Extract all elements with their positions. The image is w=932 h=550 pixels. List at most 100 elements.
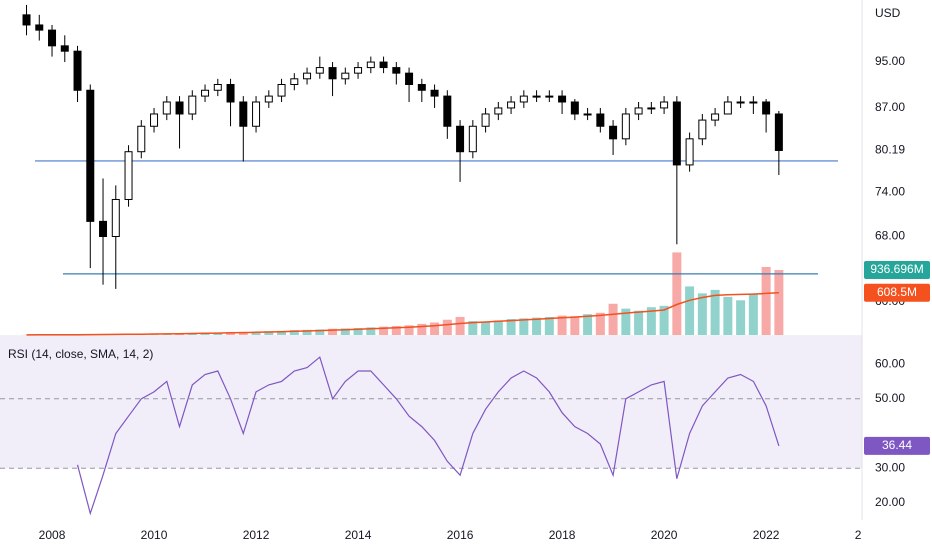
volume-last-label-bg — [864, 260, 930, 279]
volume-bar — [315, 329, 325, 335]
volume-bar — [238, 331, 248, 335]
volume-bar — [570, 316, 580, 335]
candle-body — [507, 101, 516, 109]
volume-bar — [557, 315, 567, 335]
volume-bar — [493, 320, 503, 335]
candle-body — [583, 113, 592, 116]
candle-body — [86, 89, 95, 222]
rsi-last-label: 36.44 — [882, 438, 912, 452]
y-tick-label: 74.00 — [875, 185, 905, 199]
candle-body — [22, 14, 31, 26]
volume-bar — [723, 296, 733, 335]
candle-body — [532, 95, 541, 98]
last-price-label: 80.19 — [875, 143, 905, 157]
x-tick-label: 2012 — [243, 528, 270, 542]
candle-body — [405, 72, 414, 85]
candle-body — [379, 61, 388, 69]
candle-body — [392, 67, 401, 74]
volume-bar — [226, 332, 236, 335]
candle-body — [264, 95, 273, 103]
candle-body — [558, 95, 567, 103]
candle-body — [124, 151, 133, 200]
volume-bar — [213, 332, 223, 335]
volume-bar — [289, 330, 299, 335]
candle-body — [634, 107, 643, 115]
volume-bar — [646, 307, 656, 335]
candle-body — [596, 113, 605, 127]
volume-ma-label: 608.5M — [877, 285, 917, 299]
volume-bar — [659, 305, 669, 335]
volume-bar — [774, 269, 784, 335]
volume-bar — [404, 325, 414, 335]
candle-body — [99, 220, 108, 237]
candle-body — [494, 107, 503, 115]
volume-bar — [672, 252, 682, 335]
candle-body — [303, 72, 312, 80]
candle-body — [545, 95, 554, 98]
candle-body — [341, 72, 350, 80]
candle-body — [150, 113, 159, 127]
candle-body — [137, 125, 146, 153]
candle-body — [48, 29, 57, 47]
candle-body — [698, 119, 707, 140]
candle-body — [609, 125, 618, 140]
volume-bar — [761, 266, 771, 335]
volume-ma-label-bg — [864, 283, 930, 302]
candle-body — [417, 83, 426, 91]
candle-body — [328, 67, 337, 80]
volume-bar — [621, 308, 631, 335]
candle-body — [226, 83, 235, 103]
volume-bar — [710, 289, 720, 335]
candle-body — [647, 107, 656, 110]
candle-body — [672, 101, 681, 166]
rsi-tick-label: 20.00 — [875, 495, 905, 509]
candle-body — [519, 95, 528, 103]
candle-body — [201, 89, 210, 97]
y-tick-label: 68.00 — [875, 229, 905, 243]
candle-body — [239, 101, 248, 127]
candle-body — [430, 89, 439, 97]
volume-bar — [481, 321, 491, 335]
candle-body — [354, 67, 363, 74]
candle-body — [111, 198, 120, 237]
volume-ma-line — [26, 292, 779, 336]
volume-bar — [353, 328, 363, 335]
candle-body — [456, 125, 465, 153]
rsi-band-fill — [0, 337, 862, 469]
candle-body — [762, 101, 771, 115]
x-tick-label: 2016 — [447, 528, 474, 542]
rsi-tick-label: 50.00 — [875, 391, 905, 405]
volume-last-label: 936.696M — [870, 262, 923, 276]
volume-bar — [736, 300, 746, 335]
x-tick-label: 2020 — [651, 528, 678, 542]
candle-body — [290, 78, 299, 85]
candle-body — [366, 61, 375, 69]
candle-body — [749, 101, 758, 104]
candle-body — [481, 113, 490, 127]
candle-body — [315, 67, 324, 74]
volume-bar — [366, 327, 376, 335]
volume-bar — [455, 316, 465, 335]
volume-bar — [697, 293, 707, 335]
candle-body — [736, 101, 745, 104]
volume-bar — [442, 319, 452, 335]
rsi-title: RSI (14, close, SMA, 14, 2) — [8, 347, 153, 361]
y-tick-label: 87.00 — [875, 100, 905, 114]
x-tick-label: 2022 — [753, 528, 780, 542]
candle-body — [685, 138, 694, 166]
volume-bar — [519, 318, 529, 335]
rsi-line — [76, 356, 780, 516]
volume-bar — [328, 328, 338, 335]
candle-body — [73, 50, 82, 91]
volume-bar — [251, 331, 261, 335]
volume-bar — [264, 331, 274, 335]
candle-body — [277, 83, 286, 97]
candle-body — [570, 101, 579, 115]
volume-bar — [417, 323, 427, 335]
volume-bar — [430, 322, 440, 335]
rsi-tick-label: 30.00 — [875, 460, 905, 474]
candle-body — [60, 45, 69, 52]
x-tick-label: 2018 — [549, 528, 576, 542]
candle-body — [162, 101, 171, 115]
